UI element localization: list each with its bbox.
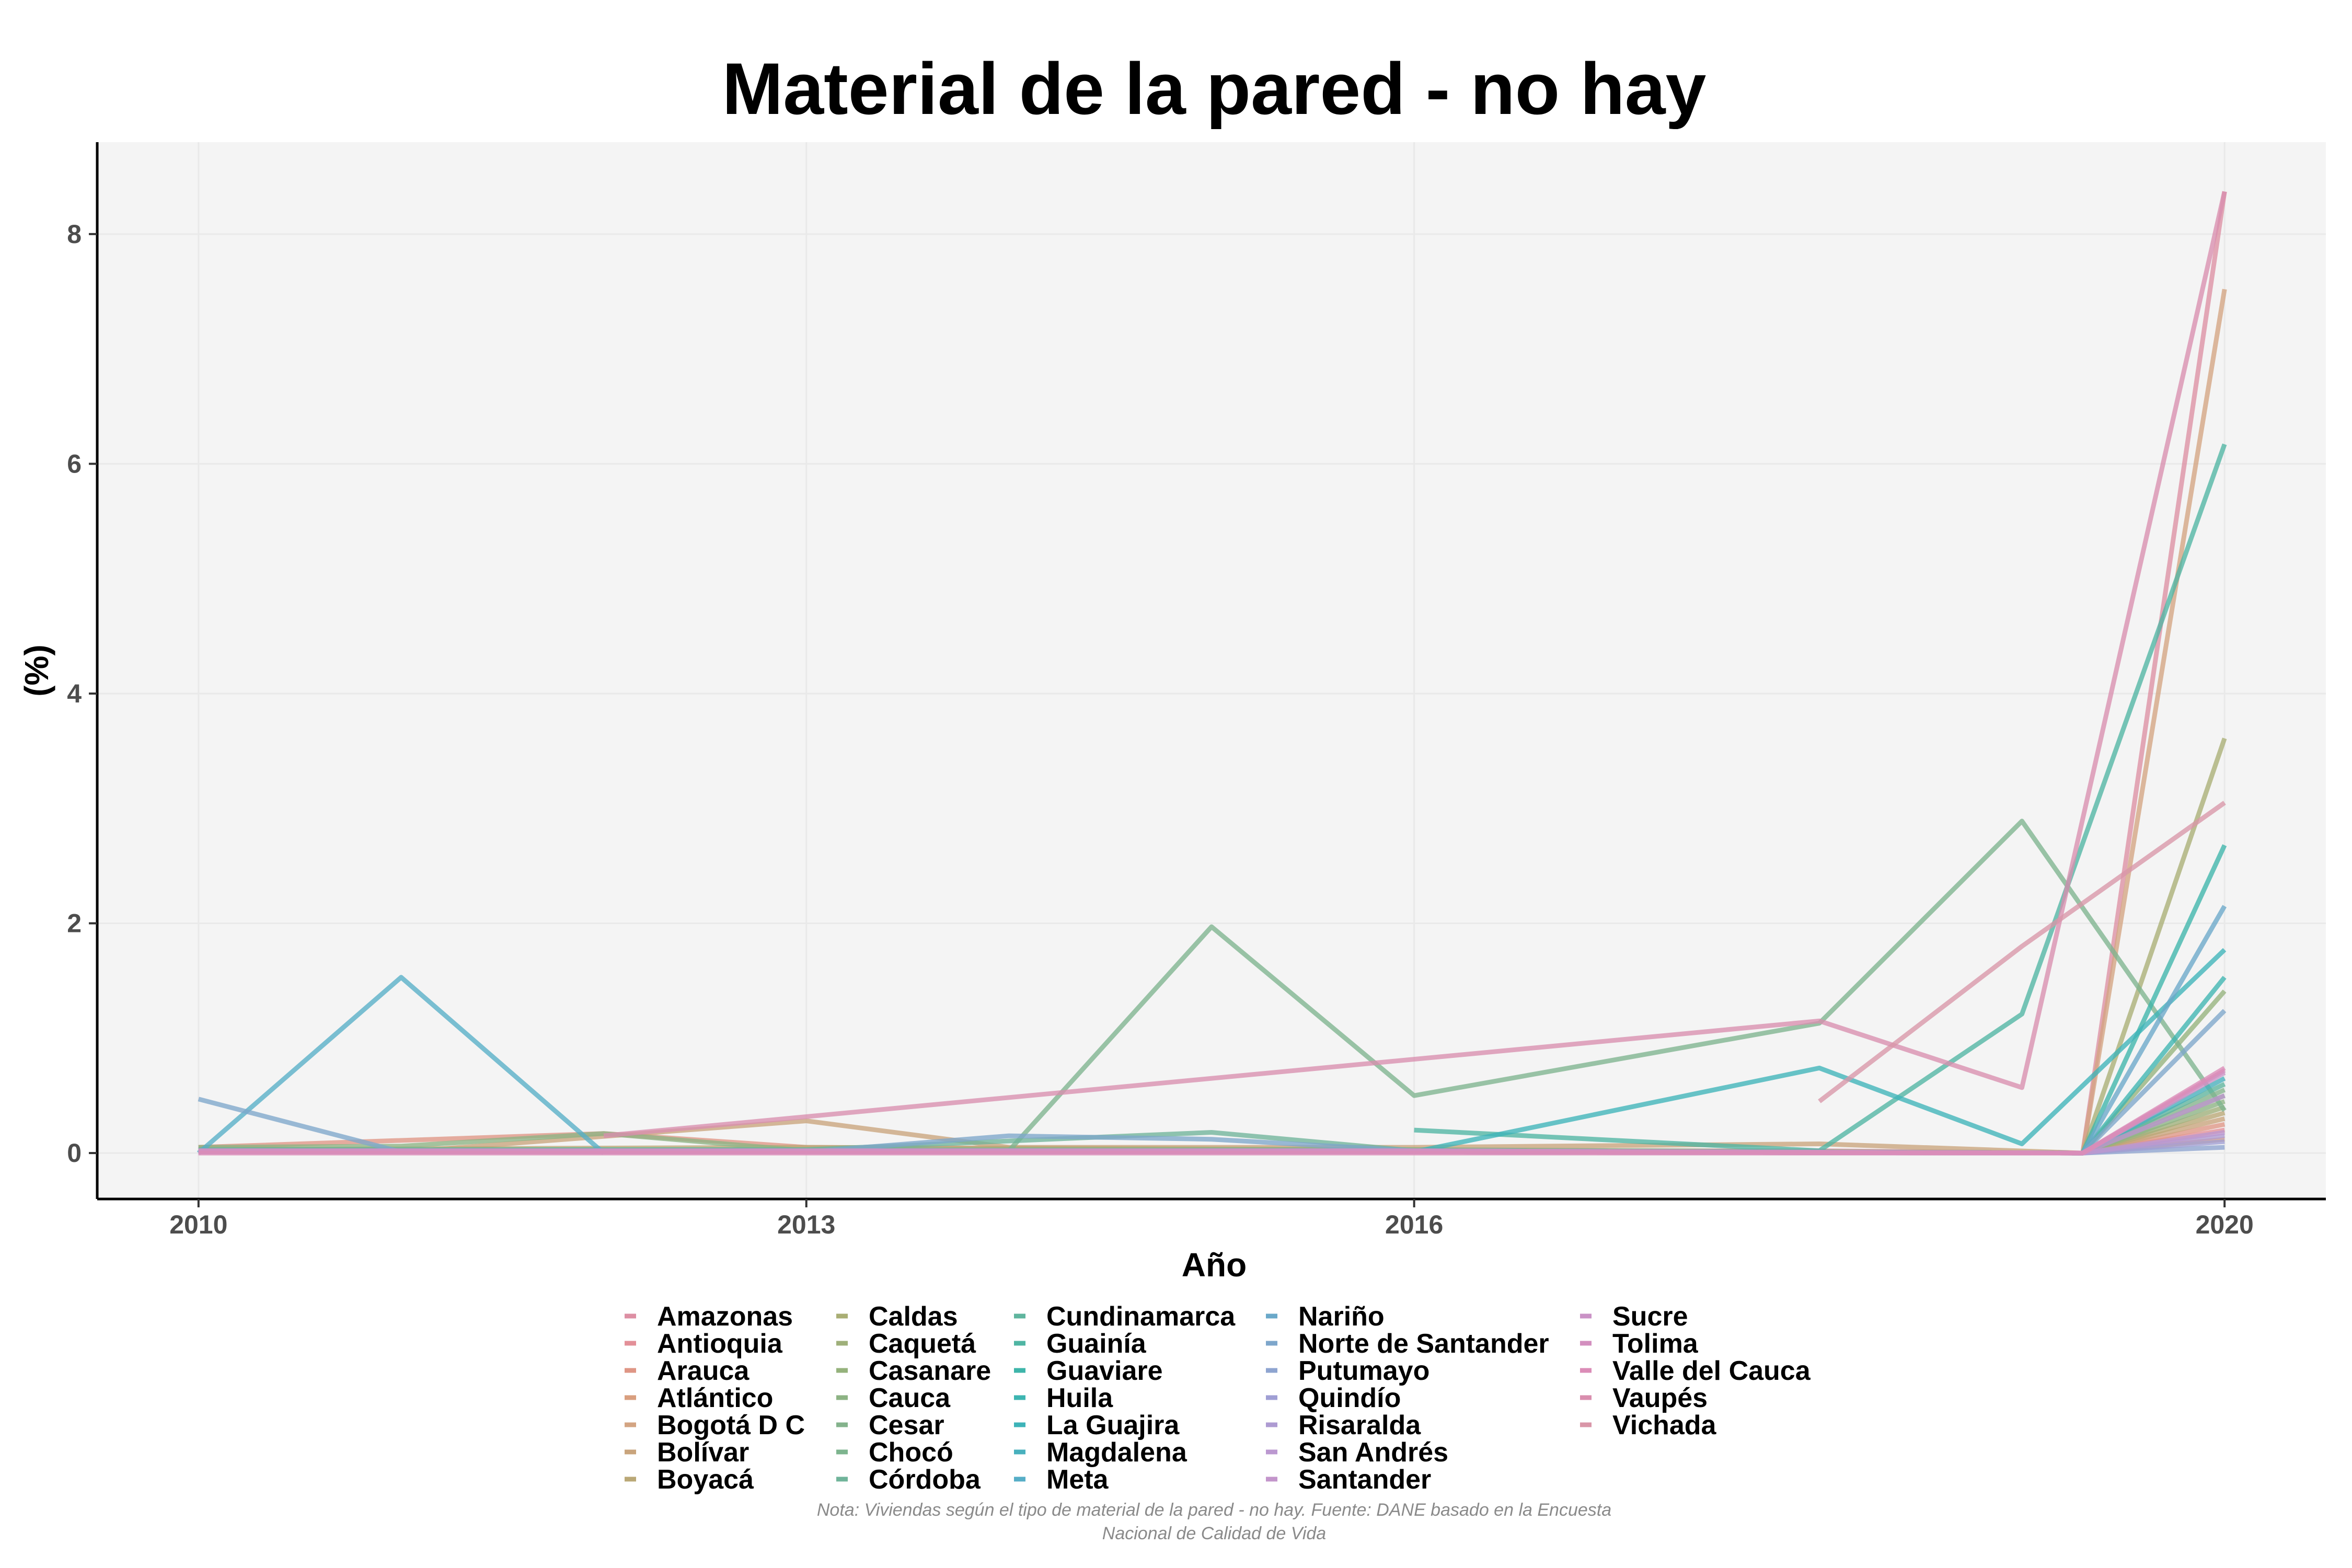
- legend-label: Magdalena: [1046, 1437, 1187, 1468]
- legend-label: Putumayo: [1298, 1356, 1429, 1386]
- legend-label: Boyacá: [657, 1465, 754, 1495]
- y-axis-title: (%): [18, 644, 55, 697]
- x-tick-label: 2010: [169, 1210, 227, 1239]
- plot-background: [97, 142, 2326, 1199]
- y-tick-label: 8: [67, 220, 82, 249]
- legend-label: Quindío: [1298, 1383, 1401, 1413]
- legend-label: Arauca: [657, 1356, 750, 1386]
- legend-label: Caldas: [869, 1301, 958, 1332]
- legend-label: Nariño: [1298, 1301, 1385, 1332]
- legend-label: Norte de Santander: [1298, 1329, 1549, 1359]
- legend-label: Vaupés: [1612, 1383, 1708, 1413]
- y-tick-label: 4: [67, 679, 82, 708]
- legend-label: Cauca: [869, 1383, 951, 1413]
- chart-title: Material de la pared - no hay: [722, 48, 1707, 130]
- x-tick-label: 2016: [1385, 1210, 1443, 1239]
- legend-label: Caquetá: [869, 1329, 976, 1359]
- legend-label: Amazonas: [657, 1301, 793, 1332]
- legend-label: Vichada: [1612, 1410, 1717, 1440]
- series-line: [1007, 818, 2227, 1152]
- legend-label: Bolívar: [657, 1437, 749, 1468]
- y-tick-label: 0: [67, 1138, 82, 1168]
- series-lines: [197, 191, 2227, 1156]
- legend-label: Sucre: [1612, 1301, 1688, 1332]
- legend-label: Atlántico: [657, 1383, 773, 1413]
- legend-label: Huila: [1046, 1383, 1113, 1413]
- series-line: [198, 1066, 2226, 1156]
- legend-label: Tolima: [1612, 1329, 1699, 1359]
- series-line: [1414, 443, 2227, 1154]
- x-axis-ticks: 2010 2013 2016 2020: [169, 1199, 2254, 1239]
- y-axis-ticks: 0 2 4 6 8: [67, 220, 97, 1168]
- legend-label: Cesar: [869, 1410, 944, 1440]
- legend-label: Meta: [1046, 1465, 1109, 1495]
- legend-label: San Andrés: [1298, 1437, 1448, 1468]
- series-line: [197, 975, 606, 1155]
- x-tick-label: 2013: [777, 1210, 835, 1239]
- x-tick-label: 2020: [2196, 1210, 2254, 1239]
- y-tick-label: 6: [67, 449, 82, 478]
- legend-label: Santander: [1298, 1465, 1431, 1495]
- legend-label: Bogotá D C: [657, 1410, 805, 1440]
- legend-label: Córdoba: [869, 1465, 981, 1495]
- legend-label: La Guajira: [1046, 1410, 1180, 1440]
- note-line-1: Nota: Viviendas según el tipo de materia…: [817, 1500, 1611, 1520]
- y-tick-label: 2: [67, 909, 82, 938]
- legend-label: Cundinamarca: [1046, 1301, 1236, 1332]
- legend-label: Casanare: [869, 1356, 991, 1386]
- legend-label: Chocó: [869, 1437, 953, 1468]
- legend-label: Risaralda: [1298, 1410, 1421, 1440]
- note-line-2: Nacional de Calidad de Vida: [1102, 1524, 1326, 1543]
- legend-label: Guainía: [1046, 1329, 1147, 1359]
- legend-label: Antioquia: [657, 1329, 783, 1359]
- legend-label: Guaviare: [1046, 1356, 1163, 1386]
- legend-label: Valle del Cauca: [1612, 1356, 1811, 1386]
- x-axis-title: Año: [1182, 1246, 1247, 1284]
- series-line: [1818, 801, 2226, 1103]
- series-line: [603, 191, 2227, 1138]
